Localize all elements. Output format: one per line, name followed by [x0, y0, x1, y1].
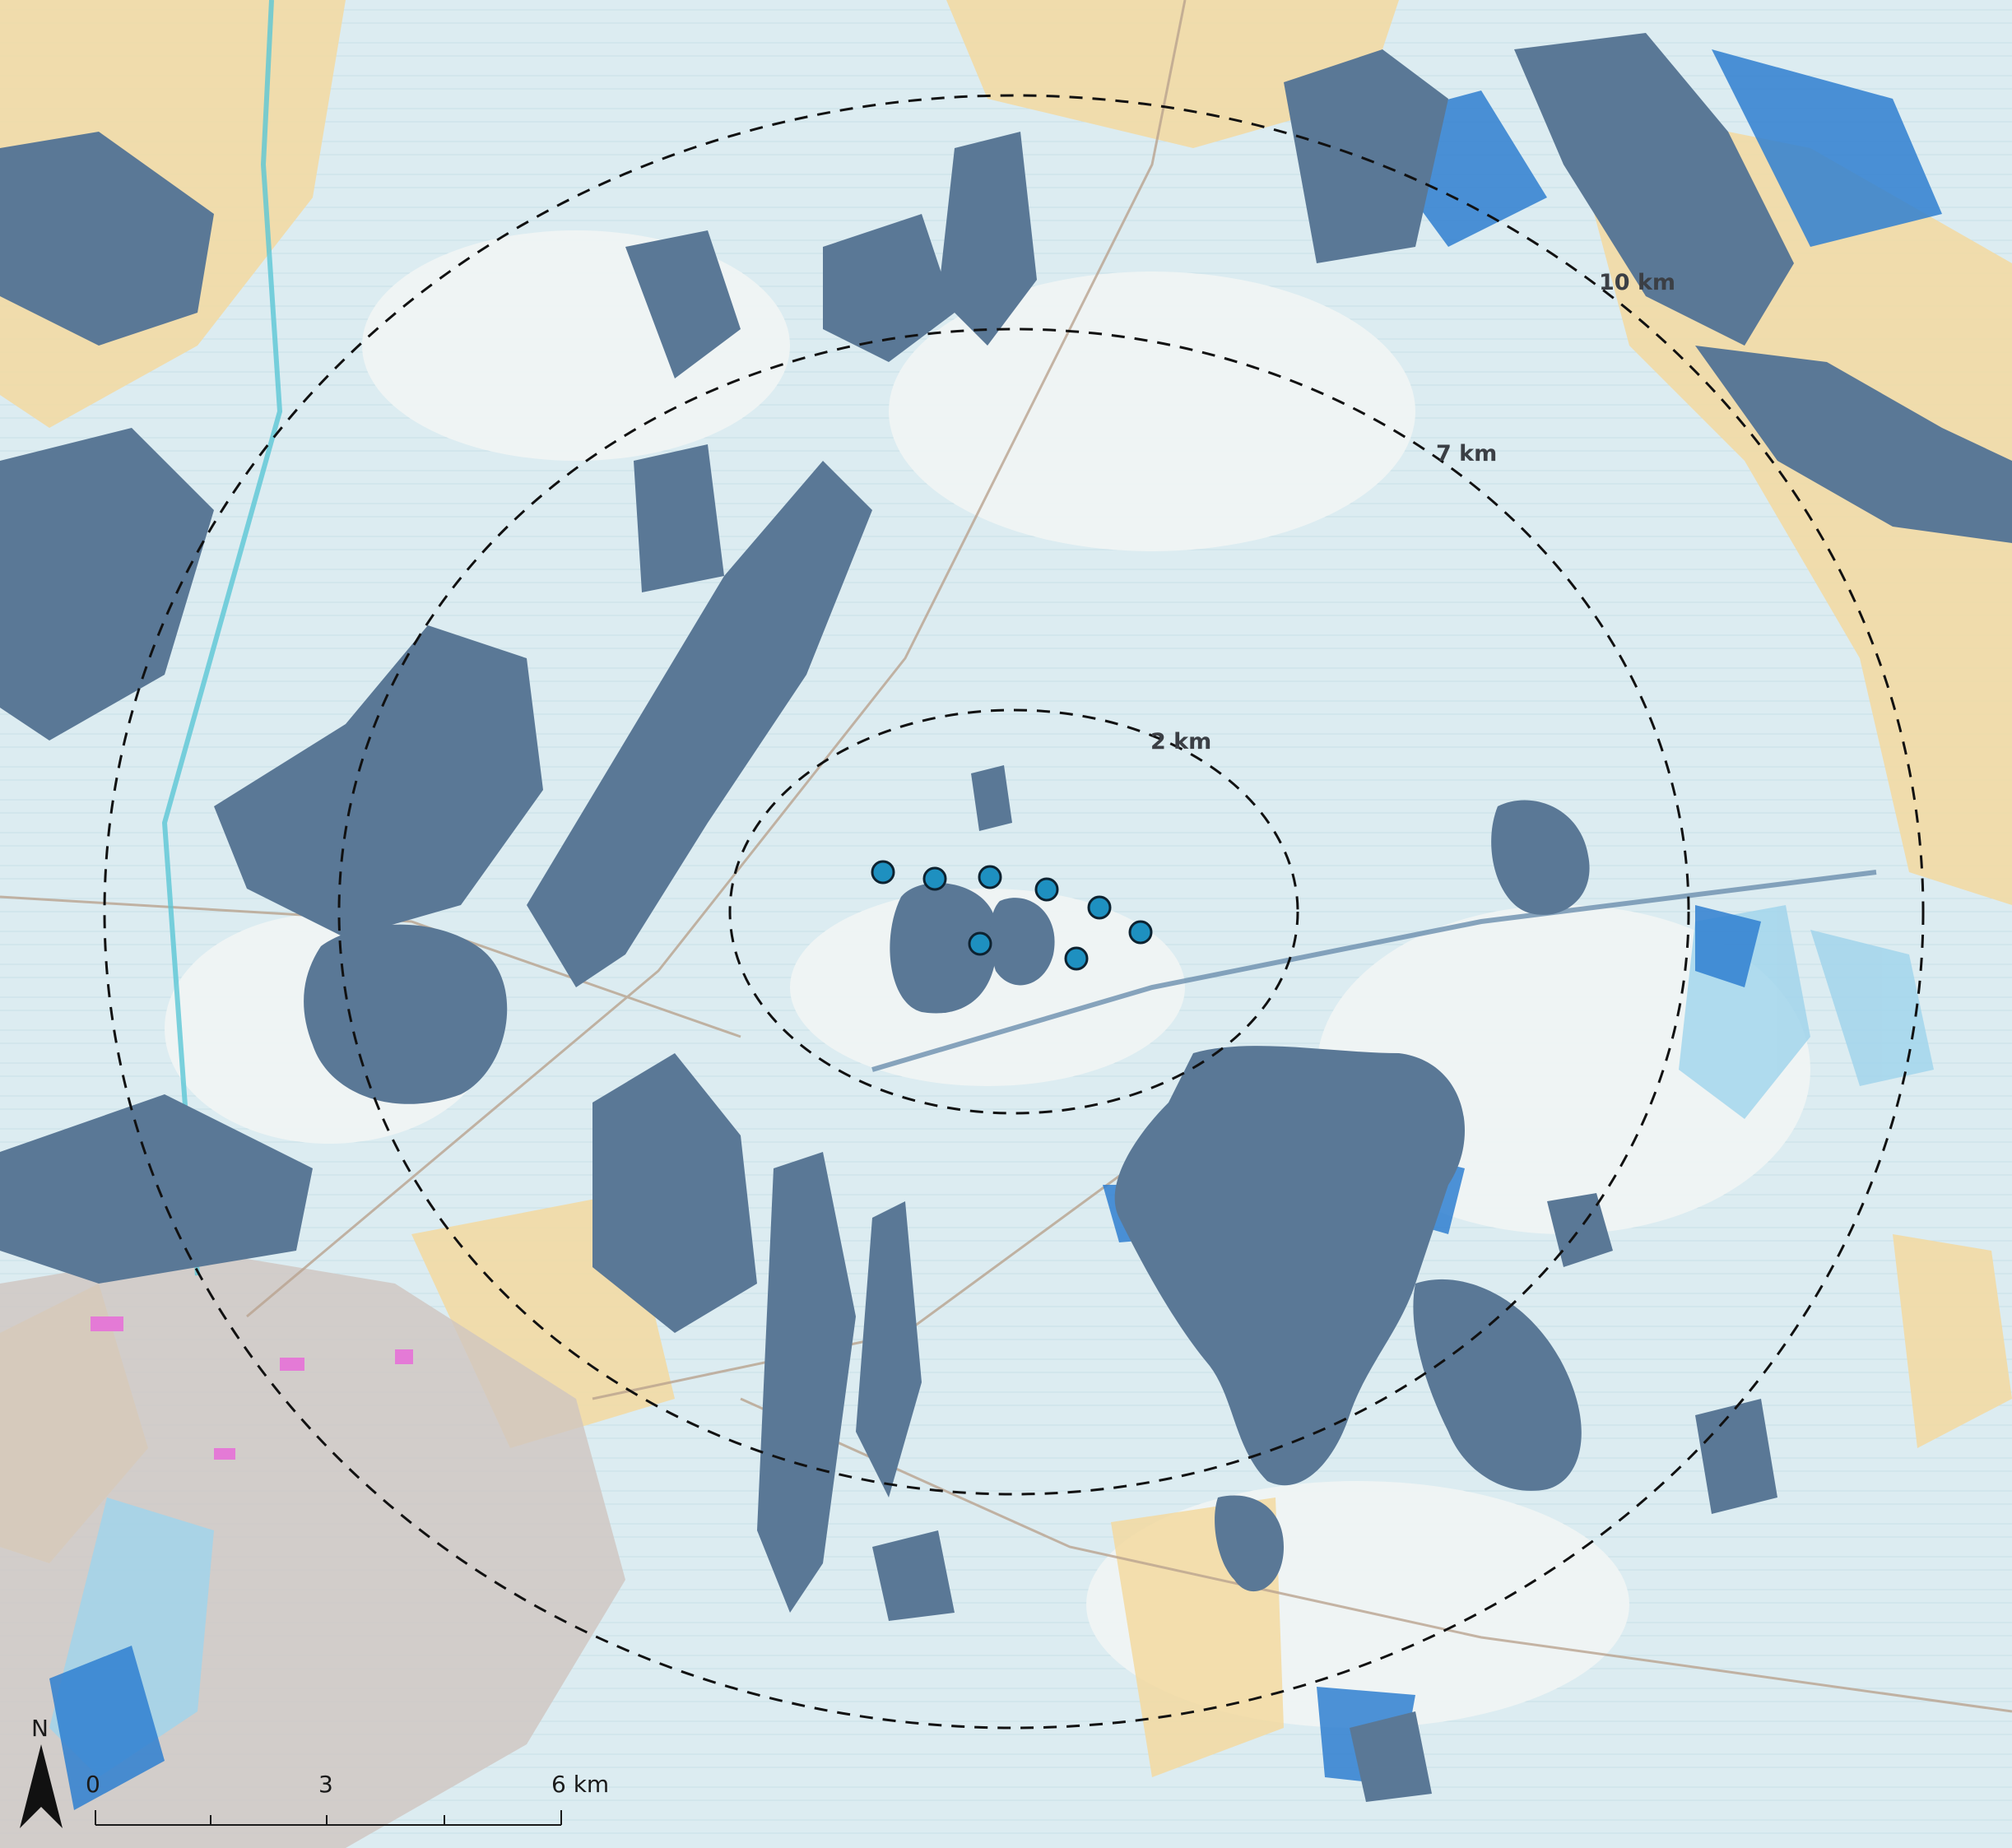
scale-tick-0: 0 [86, 1771, 100, 1798]
scale-tick-3: 3 [318, 1771, 333, 1798]
turbine-5 [1087, 895, 1112, 920]
turbine-1 [871, 860, 895, 885]
ring-label-2km: 2 km [1150, 729, 1211, 755]
visibility-dark [0, 33, 2012, 1802]
ring-10km [103, 94, 1925, 1730]
turbines [871, 860, 1153, 971]
north-arrow: N [20, 1715, 63, 1828]
power-line [871, 870, 1877, 1072]
turbine-8 [1064, 946, 1089, 971]
scale-bar: 0 3 6 km [86, 1771, 609, 1826]
turbine-7 [968, 931, 992, 956]
ring-7km [337, 327, 1690, 1496]
turbine-2 [922, 866, 947, 891]
turbine-6 [1128, 920, 1153, 945]
distance-rings [103, 94, 1925, 1730]
ring-label-10km: 10 km [1599, 270, 1675, 295]
north-label: N [31, 1715, 49, 1742]
scale-tick-6km: 6 km [551, 1771, 609, 1798]
ring-label-7km: 7 km [1436, 441, 1497, 467]
turbine-3 [978, 865, 1002, 889]
ring-2km [728, 708, 1299, 1115]
turbine-4 [1034, 877, 1059, 902]
north-arrow-icon [20, 1744, 63, 1828]
river [161, 0, 283, 1276]
